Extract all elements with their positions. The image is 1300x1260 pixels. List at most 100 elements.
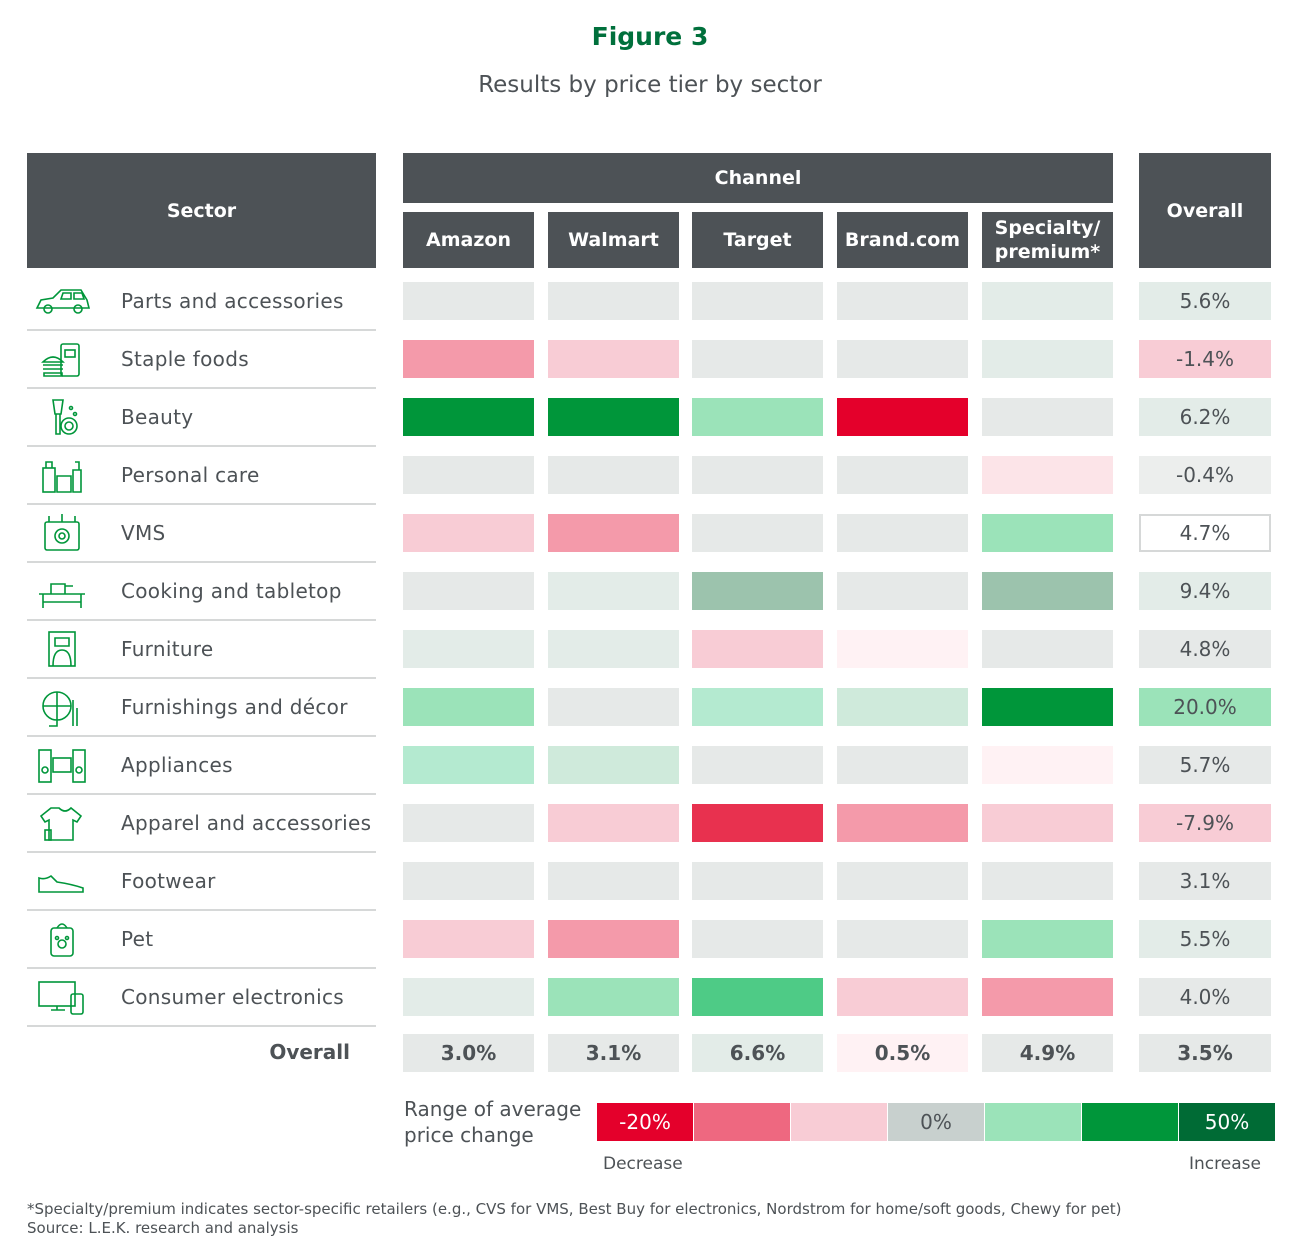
legend-title: Range of average price change [404, 1097, 582, 1147]
heatmap-cell [982, 398, 1113, 436]
heatmap-cell [692, 398, 823, 436]
heatmap-cell [692, 862, 823, 900]
heatmap-cell [403, 398, 534, 436]
sector-name: Footwear [121, 868, 216, 893]
overall-row-cell: 3.1% [548, 1034, 679, 1072]
heatmap-cell [837, 340, 968, 378]
sector-header: Sector [27, 153, 376, 268]
globe-decor-icon [42, 690, 78, 727]
heatmap-cell [982, 920, 1113, 958]
overall-cell: 5.7% [1139, 746, 1271, 784]
heatmap-cell [403, 978, 534, 1016]
channel-subheader: Specialty/ premium* [982, 212, 1113, 268]
heatmap-cell [548, 920, 679, 958]
legend-swatch: 50% [1179, 1103, 1275, 1141]
sector-name: VMS [121, 520, 166, 545]
heatmap-cell [548, 746, 679, 784]
heatmap-cell [837, 282, 968, 320]
heatmap-cell [403, 340, 534, 378]
overall-row-cell: 4.9% [982, 1034, 1113, 1072]
sector-row-label: Beauty [27, 388, 376, 447]
heatmap-cell [548, 456, 679, 494]
overall-cell: -7.9% [1139, 804, 1271, 842]
legend-swatch [694, 1103, 790, 1141]
overall-cell: 20.0% [1139, 688, 1271, 726]
sector-name: Personal care [121, 462, 260, 487]
heatmap-cell [692, 746, 823, 784]
vitamin-icon [44, 513, 80, 551]
heatmap-cell [982, 688, 1113, 726]
overall-cell: 4.8% [1139, 630, 1271, 668]
overall-header: Overall [1139, 153, 1271, 268]
figure-title: Figure 3 [591, 22, 709, 51]
overall-cell: 3.1% [1139, 862, 1271, 900]
sector-name: Consumer electronics [121, 984, 345, 1009]
overall-cell: -0.4% [1139, 456, 1271, 494]
legend-swatch: 0% [888, 1103, 984, 1141]
heatmap-cell [403, 920, 534, 958]
heatmap-cell [548, 572, 679, 610]
sector-row-label: Parts and accessories [27, 272, 376, 331]
overall-row-cell: 0.5% [837, 1034, 968, 1072]
heatmap-cell [403, 572, 534, 610]
heatmap-cell [837, 398, 968, 436]
heatmap-cell [548, 688, 679, 726]
heatmap-cell [403, 746, 534, 784]
heatmap-cell [837, 688, 968, 726]
heatmap-cell [982, 514, 1113, 552]
legend-swatch: -20% [597, 1103, 693, 1141]
furniture-icon [48, 630, 76, 667]
heatmap-cell [837, 920, 968, 958]
heatmap-cell [403, 688, 534, 726]
sector-row-label: Footwear [27, 852, 376, 911]
heatmap-cell [403, 804, 534, 842]
heatmap-cell [548, 630, 679, 668]
overall-row-cell: 6.6% [692, 1034, 823, 1072]
heatmap-cell [692, 340, 823, 378]
heatmap-cell [982, 340, 1113, 378]
heatmap-cell [982, 572, 1113, 610]
sector-name: Beauty [121, 404, 194, 429]
heatmap-cell [548, 862, 679, 900]
sector-row-label: Staple foods [27, 330, 376, 389]
heatmap-cell [403, 630, 534, 668]
heatmap-cell [692, 514, 823, 552]
heatmap-cell [692, 920, 823, 958]
heatmap-cell [403, 514, 534, 552]
sector-name: Pet [121, 926, 154, 951]
heatmap-cell [692, 978, 823, 1016]
overall-cell: 4.7% [1139, 514, 1271, 552]
channel-header: Channel [403, 153, 1113, 203]
heatmap-cell [403, 282, 534, 320]
sector-row-label: Furniture [27, 620, 376, 679]
sector-name: Furnishings and décor [121, 694, 348, 719]
legend-high-label: Increase [1189, 1154, 1261, 1174]
food-icon [41, 342, 80, 377]
heatmap-cell [837, 978, 968, 1016]
heatmap-cell [692, 630, 823, 668]
legend-low-label: Decrease [603, 1154, 683, 1174]
heatmap-cell [982, 804, 1113, 842]
heatmap-cell [548, 978, 679, 1016]
legend-swatch [1082, 1103, 1178, 1141]
channel-subheader: Target [692, 212, 823, 268]
sector-row-label: Apparel and accessories [27, 794, 376, 853]
sector-row-label: Furnishings and décor [27, 678, 376, 737]
overall-cell: 4.0% [1139, 978, 1271, 1016]
heatmap-cell [692, 456, 823, 494]
sector-name: Appliances [121, 752, 233, 777]
heatmap-cell [837, 456, 968, 494]
overall-row-cell: 3.5% [1139, 1034, 1271, 1072]
figure-subtitle: Results by price tier by sector [478, 72, 822, 98]
heatmap-cell [692, 282, 823, 320]
overall-cell: 6.2% [1139, 398, 1271, 436]
sector-name: Apparel and accessories [121, 810, 372, 835]
overall-row-cell: 3.0% [403, 1034, 534, 1072]
monitor-icon [38, 980, 84, 1015]
heatmap-cell [692, 688, 823, 726]
shoe-icon [38, 874, 84, 893]
pet-bag-icon [50, 922, 74, 957]
heatmap-cell [548, 340, 679, 378]
car-icon [35, 288, 91, 314]
